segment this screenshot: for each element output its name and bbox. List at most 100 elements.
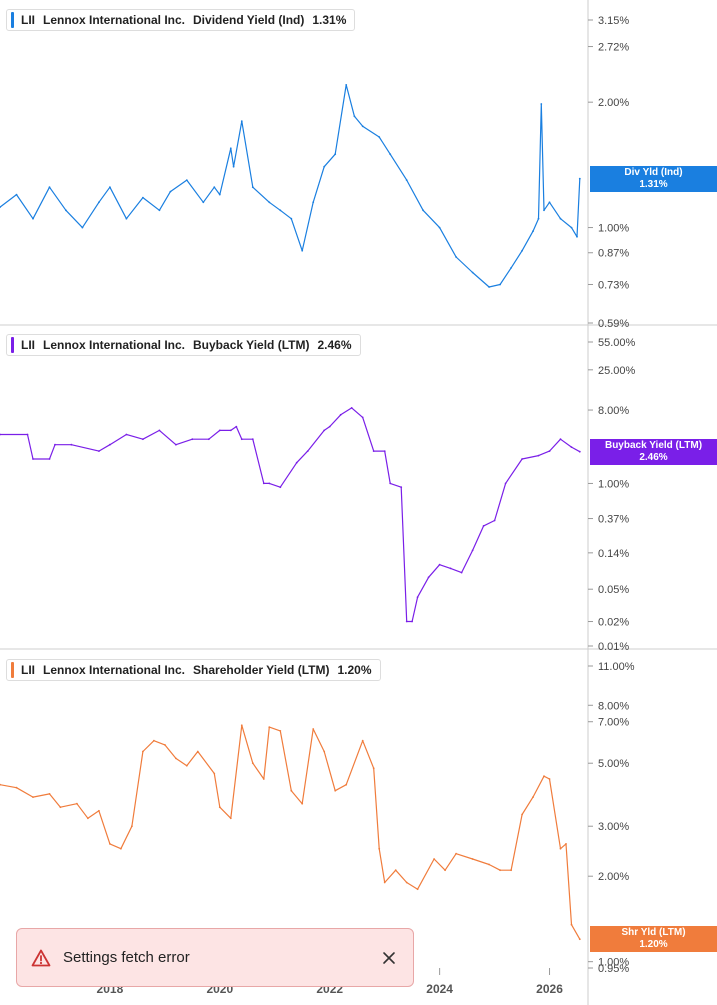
- legend-0: LII Lennox International Inc. Dividend Yie…: [6, 9, 356, 31]
- tag-value: 1.31%: [639, 178, 668, 190]
- data-point: [191, 438, 194, 441]
- data-point: [400, 486, 403, 489]
- data-point: [295, 461, 298, 464]
- data-point: [548, 201, 551, 204]
- data-point: [125, 217, 128, 220]
- data-point: [109, 186, 111, 189]
- data-point: [499, 283, 501, 286]
- data-point: [202, 201, 205, 204]
- legend-color-bar: [11, 337, 14, 353]
- data-point: [372, 767, 375, 770]
- legend-1: LII Lennox International Inc. Buyback Yiel…: [6, 334, 361, 356]
- current-value-tag-0: Div Yld (Ind) 1.31%: [590, 165, 717, 192]
- data-point: [32, 217, 34, 220]
- data-point: [26, 433, 29, 436]
- data-point: [383, 450, 386, 452]
- data-point: [65, 209, 67, 212]
- data-point: [323, 750, 326, 753]
- data-point: [427, 576, 430, 579]
- data-point: [164, 744, 166, 746]
- data-point: [229, 817, 232, 820]
- data-point: [455, 852, 457, 855]
- current-value-tag-2: Shr Yld (LTM) 1.20%: [590, 926, 717, 953]
- series-line-2: [0, 724, 581, 940]
- data-point: [169, 190, 172, 193]
- legend-2: LII Lennox International Inc. Shareholder …: [6, 659, 381, 681]
- data-point: [125, 433, 128, 436]
- data-point: [175, 757, 177, 760]
- x-tick-label: 2024: [426, 982, 453, 996]
- y-tick-label: 0.01%: [598, 641, 629, 653]
- data-point: [570, 923, 573, 926]
- data-point: [312, 201, 315, 204]
- data-point: [455, 256, 457, 258]
- data-point: [482, 525, 485, 527]
- legend-company: Lennox International Inc.: [43, 13, 186, 27]
- warning-triangle-icon: [31, 949, 51, 966]
- data-point: [578, 938, 581, 941]
- data-point: [185, 179, 188, 182]
- data-point: [372, 450, 375, 452]
- data-point: [251, 438, 254, 441]
- data-point: [422, 209, 424, 212]
- y-tick-label: 8.00%: [598, 405, 629, 417]
- data-point: [142, 438, 144, 441]
- data-point: [389, 482, 392, 485]
- current-value-tag-1: Buyback Yield (LTM) 2.46%: [590, 438, 717, 465]
- data-point: [48, 793, 51, 795]
- data-point: [416, 596, 419, 598]
- data-point: [279, 209, 282, 212]
- data-point: [48, 186, 51, 189]
- y-tick-label: 0.95%: [598, 963, 629, 975]
- y-tick-label: 0.14%: [598, 548, 629, 560]
- y-tick-label: 3.15%: [598, 15, 629, 27]
- tag-label: Buyback Yield (LTM): [604, 439, 703, 451]
- legend-ticker: LII: [21, 13, 35, 27]
- data-point: [438, 563, 441, 566]
- legend-metric: Dividend Yield (Ind): [193, 13, 305, 27]
- close-icon[interactable]: [379, 948, 399, 968]
- data-point: [383, 881, 386, 884]
- tag-value: 2.46%: [639, 451, 668, 463]
- data-point: [306, 450, 309, 452]
- data-point: [262, 482, 265, 485]
- y-tick-label: 2.00%: [598, 97, 629, 109]
- data-point: [328, 425, 331, 428]
- data-point: [268, 201, 271, 204]
- data-point: [460, 571, 463, 574]
- data-point: [59, 806, 62, 809]
- data-point: [405, 179, 408, 182]
- legend-ticker: LII: [21, 338, 35, 352]
- data-point: [268, 726, 271, 728]
- data-point: [378, 136, 381, 138]
- legend-ticker: LII: [21, 663, 35, 677]
- tag-label: Shr Yld (LTM): [621, 927, 686, 939]
- toast-message: Settings fetch error: [63, 949, 190, 966]
- data-point: [301, 802, 304, 805]
- data-point: [353, 115, 356, 118]
- data-point: [312, 728, 315, 730]
- data-point: [449, 567, 452, 570]
- data-point: [570, 446, 573, 448]
- y-tick-label: 8.00%: [598, 700, 629, 712]
- y-tick-label: 3.00%: [598, 821, 629, 833]
- data-point: [350, 407, 353, 409]
- data-point: [405, 620, 408, 623]
- data-point: [504, 482, 507, 485]
- data-point: [345, 783, 348, 786]
- data-point: [394, 869, 397, 872]
- y-tick-label: 7.00%: [598, 717, 629, 729]
- data-point: [240, 724, 243, 727]
- y-tick-label: 0.05%: [598, 584, 629, 596]
- data-point: [323, 429, 326, 432]
- data-point: [232, 165, 235, 168]
- data-point: [98, 201, 100, 204]
- legend-value: 2.46%: [317, 338, 352, 352]
- data-point: [361, 125, 364, 128]
- data-point: [15, 193, 18, 196]
- data-point: [493, 519, 496, 522]
- data-point: [240, 438, 243, 441]
- data-point: [548, 450, 551, 452]
- data-point: [565, 843, 567, 845]
- data-point: [15, 786, 18, 789]
